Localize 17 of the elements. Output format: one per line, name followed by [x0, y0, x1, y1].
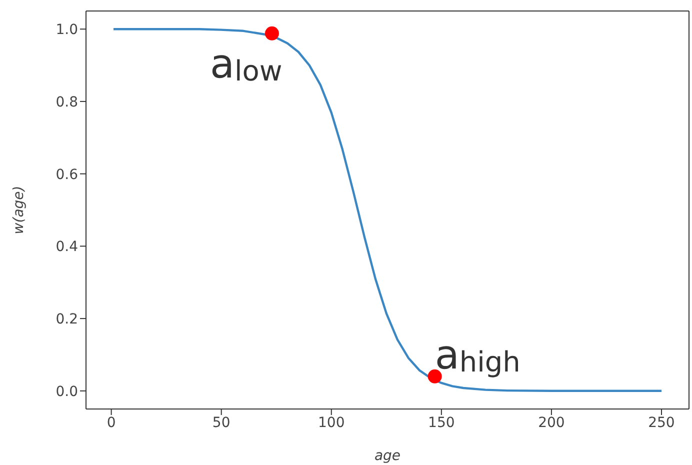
x-tick-label: 250 [648, 414, 675, 431]
x-axis-title: age [374, 448, 401, 464]
x-tick-label: 50 [212, 414, 230, 431]
x-tick-label: 150 [428, 414, 455, 431]
y-tick-label: 0.2 [56, 312, 78, 328]
x-tick-label: 200 [538, 414, 565, 431]
annotation: a$_{high}$ [434, 332, 520, 378]
y-tick-label: 0.0 [56, 384, 78, 400]
y-tick-label: 0.8 [56, 94, 78, 110]
line-series [112, 28, 663, 392]
x-tick-label: 100 [318, 414, 345, 431]
y-tick-label: 1.0 [56, 22, 78, 38]
y-tick-label: 0.4 [56, 239, 78, 256]
y-axis-title: w(age) [10, 186, 27, 234]
y-tick-label: 0.6 [56, 166, 78, 183]
x-tick-label: 0 [106, 414, 116, 431]
annotation: a$_{low}$ [210, 41, 282, 88]
